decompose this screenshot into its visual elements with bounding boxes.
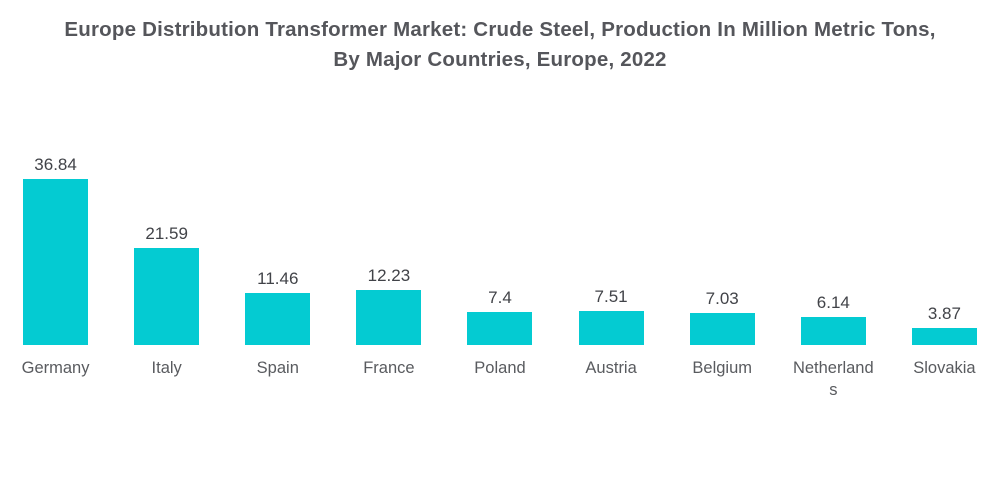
bar-value-label: 7.03 — [705, 289, 739, 309]
category-cell: Slovakia — [889, 357, 1000, 401]
chart-title: Europe Distribution Transformer Market: … — [64, 18, 936, 71]
category-cell: Germany — [0, 357, 111, 401]
category-label: Poland — [474, 359, 526, 377]
category-cell: Netherlands — [778, 357, 889, 401]
category-cell: Austria — [556, 357, 667, 401]
bar — [134, 247, 200, 345]
category-cell: Belgium — [667, 357, 778, 401]
bar-column-france: 12.23 — [333, 137, 444, 345]
bar-column-spain: 11.46 — [222, 137, 333, 345]
category-cell: France — [333, 357, 444, 401]
bar — [911, 327, 977, 345]
category-cell: Poland — [444, 357, 555, 401]
bar-column-austria: 7.51 — [556, 137, 667, 345]
category-cell: Italy — [111, 357, 222, 401]
bar-column-belgium: 7.03 — [667, 137, 778, 345]
bar — [23, 179, 89, 345]
bar-value-label: 21.59 — [145, 223, 188, 243]
bar-value-label: 36.84 — [34, 155, 77, 175]
bar — [578, 311, 644, 345]
bar — [467, 311, 533, 345]
bar-value-label: 7.4 — [488, 287, 512, 307]
bar — [245, 293, 311, 345]
bar-column-italy: 21.59 — [111, 137, 222, 345]
category-label: France — [363, 359, 415, 377]
bar-value-label: 3.87 — [927, 303, 961, 323]
bar-column-germany: 36.84 — [0, 137, 111, 345]
category-label: Belgium — [692, 359, 753, 377]
category-label: Germany — [21, 359, 90, 377]
category-cell: Spain — [222, 357, 333, 401]
bar-value-label: 12.23 — [367, 266, 411, 285]
category-label: Italy — [151, 359, 182, 377]
bar — [356, 290, 422, 345]
bar-chart-plot-area: 36.84 21.59 11.46 12.23 7.4 7.51 7.03 6.14 3.87 — [0, 137, 1000, 345]
category-label: Netherlands — [792, 359, 874, 399]
bar-column-netherlands: 6.14 — [778, 137, 889, 345]
bar — [689, 313, 755, 345]
x-axis-category-labels: Germany Italy Spain France Poland Austria Belg… — [0, 357, 1000, 401]
bar-value-label: 6.14 — [816, 293, 850, 313]
bar — [800, 317, 866, 345]
category-label: Spain — [256, 359, 299, 377]
bar-column-poland: 7.4 — [444, 137, 555, 345]
bar-value-label: 7.51 — [594, 287, 628, 307]
category-label: Slovakia — [913, 359, 976, 377]
bar-value-label: 11.46 — [257, 269, 299, 289]
category-label: Austria — [585, 359, 637, 377]
bar-column-slovakia: 3.87 — [889, 137, 1000, 345]
